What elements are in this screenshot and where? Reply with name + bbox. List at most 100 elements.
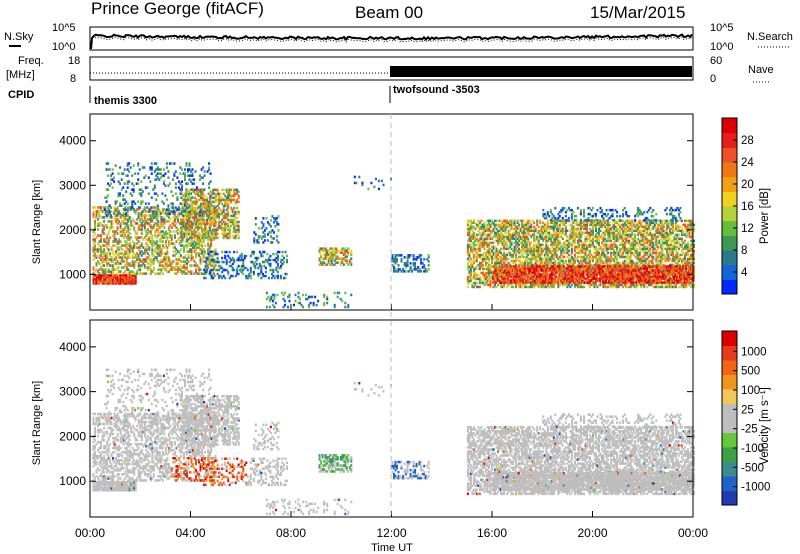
power-cell: [174, 192, 177, 195]
power-cell: [140, 272, 143, 275]
power-cell: [128, 252, 131, 255]
power-cell: [561, 243, 564, 247]
power-cell: [569, 257, 572, 261]
power-cell: [545, 243, 548, 247]
power-cell: [128, 248, 131, 251]
power-cell: [113, 232, 116, 235]
power-cell: [97, 282, 99, 285]
power-cell: [605, 263, 608, 267]
power-cell: [213, 228, 216, 232]
power-cell: [107, 168, 110, 171]
power-cell: [397, 264, 400, 267]
power-cell: [174, 206, 177, 209]
power-cell: [100, 268, 102, 271]
power-cell: [498, 265, 501, 269]
power-cell: [131, 208, 134, 211]
power-cell: [613, 235, 616, 239]
power-cell: [139, 258, 142, 261]
beam-label: Beam 00: [355, 3, 423, 22]
power-cell: [95, 256, 98, 259]
power-cell: [104, 240, 107, 243]
power-cell: [157, 216, 160, 219]
power-cell: [156, 212, 159, 215]
power-cell: [501, 227, 504, 231]
power-cell: [188, 212, 190, 216]
power-cell: [561, 255, 564, 259]
power-cell: [224, 224, 227, 228]
power-cell: [166, 250, 169, 253]
power-cell: [160, 260, 163, 263]
power-cell: [95, 216, 98, 219]
power-cell: [122, 282, 125, 285]
power-cell: [159, 168, 162, 171]
power-cell: [258, 272, 261, 276]
power-cell: [222, 206, 225, 210]
power-cell: [163, 222, 166, 225]
power-cell: [133, 244, 136, 247]
power-cell: [555, 253, 558, 257]
power-cell: [183, 198, 186, 202]
power-cell: [333, 263, 336, 266]
power-cell: [486, 235, 489, 239]
power-cell: [584, 259, 587, 263]
power-cell: [613, 253, 616, 257]
power-cell: [151, 216, 154, 219]
power-cell: [159, 176, 162, 179]
power-cell: [592, 233, 594, 237]
power-cell: [480, 241, 483, 245]
power-cell: [121, 278, 124, 281]
power-cell: [183, 196, 186, 200]
power-cell: [110, 278, 113, 281]
power-cell: [485, 239, 487, 243]
power-cell: [131, 218, 134, 221]
power-cell: [412, 262, 415, 265]
power-cell: [186, 228, 189, 232]
power-cell: [466, 247, 469, 251]
power-cell: [578, 231, 581, 235]
power-cell: [536, 223, 539, 227]
power-cell: [613, 257, 616, 261]
power-cell: [128, 250, 131, 253]
power-cell: [237, 234, 240, 238]
power-cell: [103, 278, 106, 281]
power-cell: [403, 270, 406, 273]
power-cell: [121, 244, 124, 247]
power-cell: [528, 221, 531, 225]
power-cell: [394, 268, 397, 271]
power-cell: [338, 261, 341, 264]
power-cell: [110, 206, 113, 209]
power-cell: [188, 226, 190, 230]
power-cell: [182, 198, 184, 202]
power-cell: [593, 283, 596, 287]
power-cell: [113, 206, 116, 209]
power-cell: [554, 243, 557, 247]
power-cell: [324, 263, 327, 266]
power-cell: [509, 243, 512, 247]
power-cell: [561, 223, 564, 227]
power-cell: [494, 225, 496, 229]
power-cell: [170, 236, 173, 239]
power-cell: [113, 282, 116, 285]
power-cell: [515, 253, 518, 257]
power-cell: [140, 244, 143, 247]
power-cell: [486, 255, 489, 259]
power-cell: [522, 219, 525, 223]
power-cell: [161, 192, 164, 195]
power-cell: [234, 198, 237, 202]
power-cell: [222, 210, 225, 214]
power-cell: [536, 255, 539, 259]
power-cell: [572, 219, 575, 223]
power-cell: [510, 283, 513, 287]
power-cell: [157, 228, 160, 231]
power-cell: [166, 256, 169, 259]
power-cell: [103, 282, 106, 285]
sky-noise-strip: N.Sky 10^5 10^0 10^5 10^0 N.Search: [4, 22, 793, 53]
power-cell: [140, 216, 143, 219]
power-cell: [205, 262, 208, 265]
power-cell: [194, 196, 196, 200]
power-cell: [336, 261, 339, 264]
power-cell: [575, 283, 578, 287]
power-cell: [188, 216, 190, 220]
power-cell: [472, 275, 475, 279]
power-cell: [136, 270, 139, 273]
